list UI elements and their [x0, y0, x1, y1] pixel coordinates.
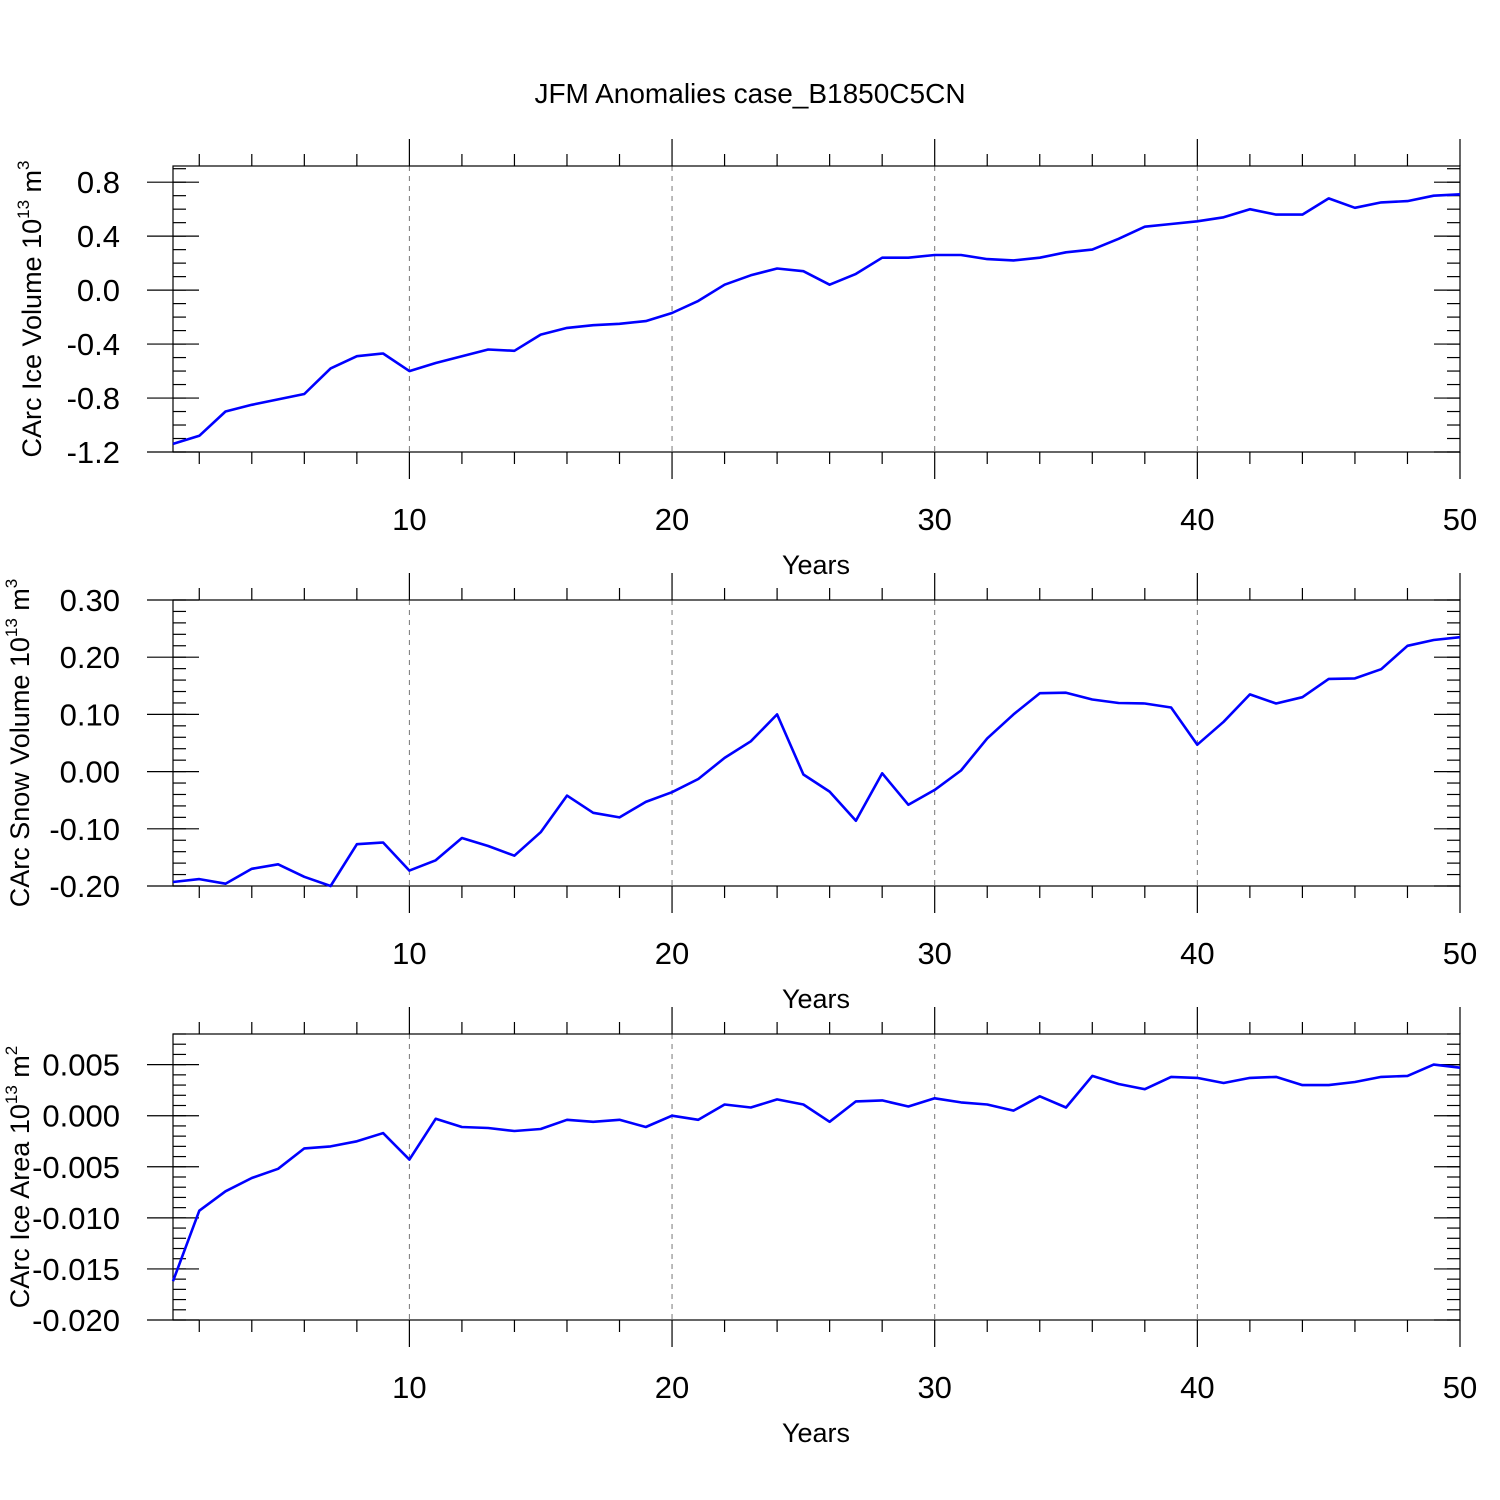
y-tick-label: -0.8 [67, 381, 120, 416]
y-tick-label: 0.000 [42, 1099, 120, 1134]
x-tick-label: 40 [1180, 502, 1214, 537]
y-tick-label: 0.8 [77, 165, 120, 200]
x-tick-label: 30 [917, 502, 951, 537]
y-tick-label: -0.4 [67, 327, 120, 362]
series-line [172, 193, 1461, 446]
x-tick-label: 50 [1443, 502, 1477, 537]
y-tick-label: -1.2 [67, 435, 120, 470]
x-tick-label: 50 [1443, 1370, 1477, 1405]
x-tick-label: 10 [392, 936, 426, 971]
y-axis-title: CArc Ice Volume 1013 m3 [14, 160, 47, 457]
y-tick-label: -0.20 [49, 869, 120, 904]
x-tick-label: 10 [392, 502, 426, 537]
y-tick-label: 0.30 [60, 583, 120, 618]
x-tick-label: 40 [1180, 936, 1214, 971]
x-tick-label: 20 [655, 936, 689, 971]
x-axis-title: Years [782, 550, 850, 580]
figure-title: JFM Anomalies case_B1850C5CN [534, 78, 965, 109]
x-tick-label: 40 [1180, 1370, 1214, 1405]
y-axis-title: CArc Ice Area 1013 m2 [2, 1046, 35, 1309]
panel-1: -1.2 -0.8 -0.4 0.0 0.4 0.8 10 20 30 40 50 Years CArc… [14, 139, 1477, 580]
y-tick-label: -0.010 [32, 1201, 120, 1236]
x-tick-label: 30 [917, 1370, 951, 1405]
x-tick-label: 10 [392, 1370, 426, 1405]
y-axis-title: CArc Snow Volume 1013 m3 [2, 579, 35, 908]
y-tick-label: 0.00 [60, 755, 120, 790]
y-tick-label: -0.005 [32, 1150, 120, 1185]
plot-frame [172, 165, 1461, 453]
y-tick-label: 0.0 [77, 273, 120, 308]
panel-3: -0.020 -0.015 -0.010 -0.005 0.000 0.005 10 20 30… [2, 1007, 1477, 1448]
x-tick-label: 30 [917, 936, 951, 971]
y-tick-label: -0.020 [32, 1303, 120, 1338]
x-axis-title: Years [782, 984, 850, 1014]
y-tick-label: -0.015 [32, 1252, 120, 1287]
y-tick-label: 0.4 [77, 219, 120, 254]
y-tick-label: 0.20 [60, 640, 120, 675]
series-line [171, 1063, 1461, 1282]
y-tick-label: -0.10 [49, 812, 120, 847]
x-tick-label: 50 [1443, 936, 1477, 971]
x-tick-label: 20 [655, 502, 689, 537]
series-line [172, 635, 1461, 888]
panel-2: -0.20 -0.10 0.00 0.10 0.20 0.30 10 20 30 40 50 Year… [2, 573, 1477, 1014]
y-tick-label: 0.005 [42, 1048, 120, 1083]
x-axis-title: Years [782, 1418, 850, 1448]
x-tick-label: 20 [655, 1370, 689, 1405]
y-tick-label: 0.10 [60, 697, 120, 732]
plot-frame [172, 599, 1461, 887]
